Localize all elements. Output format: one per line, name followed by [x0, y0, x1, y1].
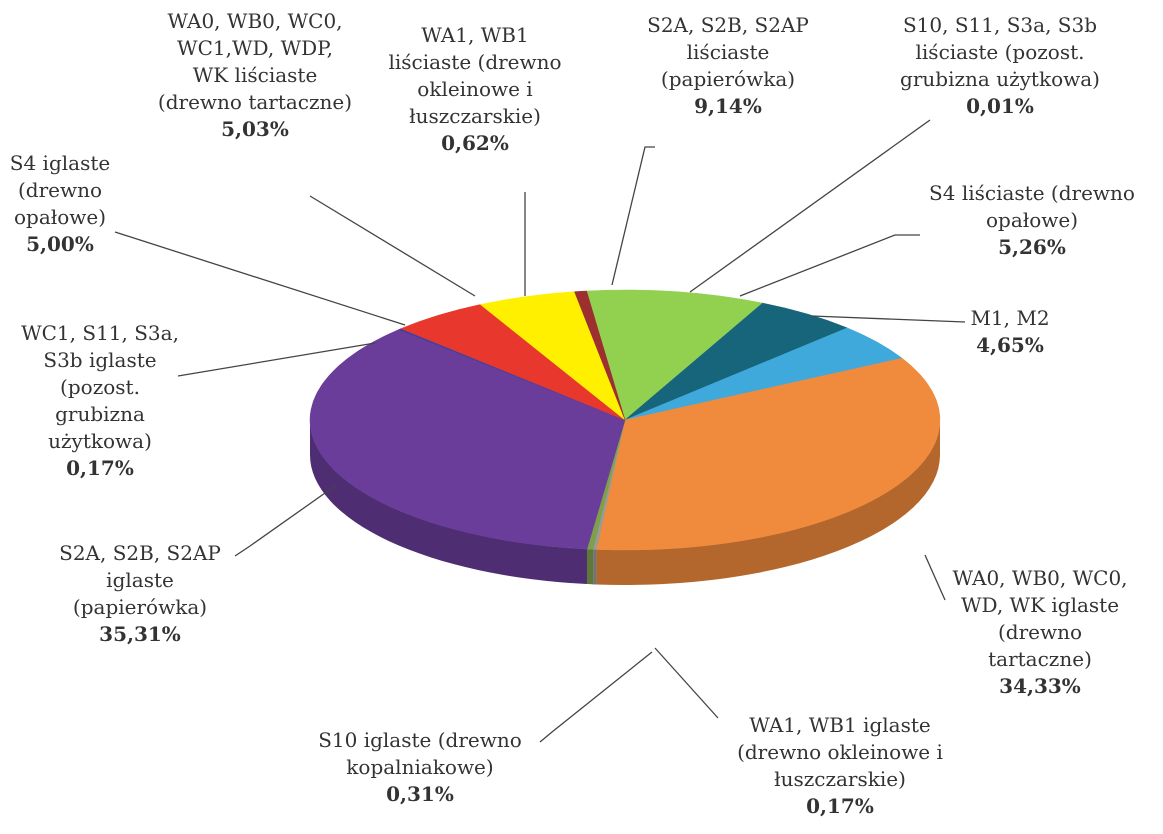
category-label: M1, M2	[970, 306, 1050, 330]
value-label: 35,31%	[99, 622, 181, 646]
data-label: WA0, WB0, WC0, WD, WK iglaste (drewno ta…	[950, 565, 1130, 700]
category-label: WA0, WB0, WC0, WC1,WD, WDP, WK liściaste…	[157, 9, 353, 114]
leader-line	[689, 119, 931, 293]
category-label: S2A, S2B, S2AP liściaste (papierówka)	[647, 13, 809, 91]
data-label: WA1, WB1 liściaste (drewno okleinowe i ł…	[380, 22, 570, 157]
value-label: 0,01%	[966, 94, 1034, 118]
value-label: 5,00%	[26, 232, 94, 256]
data-label: WA0, WB0, WC0, WC1,WD, WDP, WK liściaste…	[158, 8, 353, 143]
data-label: S4 iglaste (drewno opałowe) 5,00%	[0, 150, 120, 258]
slice	[309, 329, 626, 550]
slice	[574, 290, 626, 421]
leader-line	[739, 234, 920, 297]
leader-line	[114, 231, 406, 326]
data-label: M1, M2 4,65%	[950, 305, 1070, 359]
value-label: 4,65%	[976, 333, 1044, 357]
slice	[596, 357, 941, 551]
data-label: S10, S11, S3a, S3b liściaste (pozost. gr…	[880, 12, 1120, 120]
category-label: WC1, S11, S3a, S3b iglaste (pozost. grub…	[21, 321, 179, 453]
value-label: 34,33%	[999, 674, 1081, 698]
value-label: 9,14%	[694, 94, 762, 118]
value-label: 0,62%	[441, 131, 509, 155]
data-label: S4 liściaste (drewno opałowe) 5,26%	[917, 180, 1147, 261]
category-label: S10 iglaste (drewno kopalniakowe)	[318, 728, 522, 779]
category-label: WA1, WB1 liściaste (drewno okleinowe i ł…	[388, 23, 562, 128]
leader-line	[811, 315, 966, 323]
data-label: WC1, S11, S3a, S3b iglaste (pozost. grub…	[13, 320, 188, 482]
value-label: 0,31%	[386, 782, 454, 806]
data-label: S2A, S2B, S2AP iglaste (papierówka) 35,31…	[40, 540, 240, 648]
leader-line	[611, 146, 655, 286]
slice	[586, 289, 764, 421]
slice-side	[310, 420, 587, 585]
leader-line	[924, 554, 946, 601]
value-label: 5,03%	[221, 117, 289, 141]
data-label: S2A, S2B, S2AP liściaste (papierówka) 9,1…	[638, 12, 818, 120]
value-label: 0,17%	[806, 794, 874, 818]
category-label: WA0, WB0, WC0, WD, WK iglaste (drewno ta…	[952, 566, 1128, 671]
slice-side	[593, 549, 597, 585]
value-label: 5,26%	[998, 235, 1066, 259]
value-label: 0,17%	[66, 456, 134, 480]
slice-side	[586, 549, 594, 585]
data-label: S10 iglaste (drewno kopalniakowe) 0,31%	[290, 727, 550, 808]
slice-side	[596, 420, 940, 585]
category-label: S10, S11, S3a, S3b liściaste (pozost. gr…	[900, 13, 1100, 91]
category-label: S4 liściaste (drewno opałowe)	[929, 181, 1135, 232]
category-label: S4 iglaste (drewno opałowe)	[9, 151, 111, 229]
leader-line	[309, 195, 476, 297]
category-label: WA1, WB1 iglaste (drewno okleinowe i łus…	[737, 713, 943, 791]
leader-line	[654, 647, 719, 719]
category-label: S2A, S2B, S2AP iglaste (papierówka)	[59, 541, 221, 619]
data-label: WA1, WB1 iglaste (drewno okleinowe i łus…	[715, 712, 965, 820]
leader-line	[539, 651, 653, 743]
leader-line	[234, 485, 336, 557]
leader-line	[177, 342, 376, 377]
